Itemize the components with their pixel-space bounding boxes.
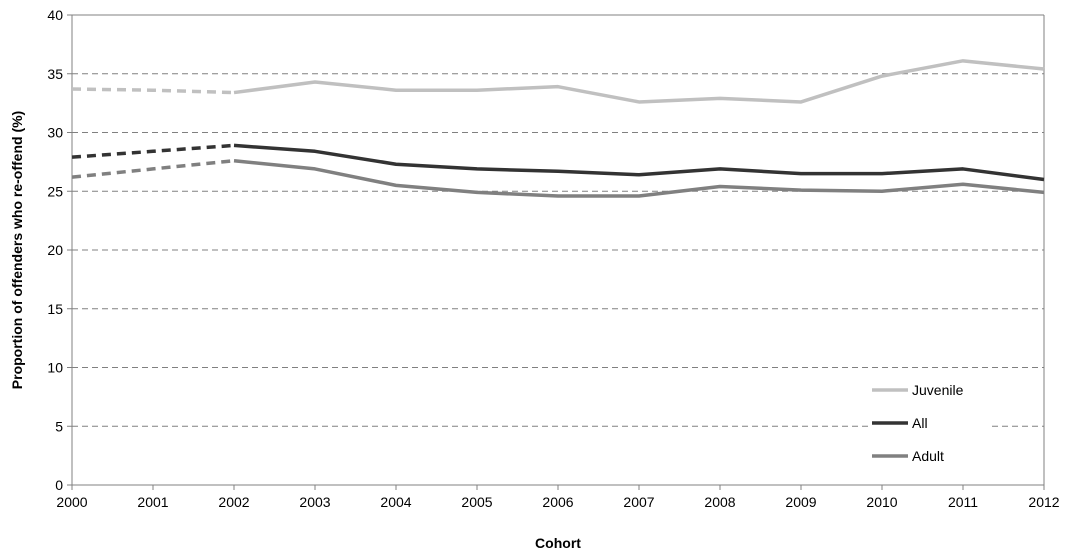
y-tick-label-10: 10 [47,360,63,376]
x-tick-label-2012: 2012 [1028,494,1059,510]
axes: 0 5 10 15 20 25 30 35 40 2000 2001 2002 2003 2004 2005… [47,7,1059,510]
series-line-adult-dashed [71,158,235,179]
y-tick-label-40: 40 [47,7,63,23]
x-tick-label-2007: 2007 [623,494,654,510]
series-line-all-dashed [71,143,235,159]
y-tick-label-0: 0 [55,477,63,493]
y-tick-label-25: 25 [47,183,63,199]
x-axis-title: Cohort [535,535,581,551]
legend-label-all: All [912,415,928,431]
x-tick-label-2009: 2009 [785,494,816,510]
series-line-juvenile [233,59,1045,104]
y-tick-label-15: 15 [47,301,63,317]
legend-label-adult: Adult [912,448,944,464]
x-tick-label-2008: 2008 [704,494,735,510]
y-tick-label-5: 5 [55,418,63,434]
series-line-adult [233,158,1045,198]
gridlines [72,14,1044,427]
series-lines [71,59,1045,198]
x-tick-label-2001: 2001 [137,494,168,510]
series-line-juvenile-dashed [71,87,235,95]
x-tick-label-2002: 2002 [218,494,249,510]
x-tick-label-2010: 2010 [866,494,897,510]
x-tick-label-2004: 2004 [380,494,411,510]
x-tick-label-2003: 2003 [299,494,330,510]
legend: Juvenile All Adult [868,372,988,476]
y-tick-label-35: 35 [47,66,63,82]
x-tick-label-2000: 2000 [56,494,87,510]
x-tick-label-2011: 2011 [948,494,978,510]
y-axis-title: Proportion of offenders who re-offend (%… [9,111,25,389]
series-line-all [233,143,1045,182]
legend-label-juvenile: Juvenile [912,382,964,398]
x-tick-label-2006: 2006 [542,494,573,510]
x-tick-label-2005: 2005 [461,494,492,510]
y-tick-label-20: 20 [47,242,63,258]
y-tick-label-30: 30 [47,125,63,141]
